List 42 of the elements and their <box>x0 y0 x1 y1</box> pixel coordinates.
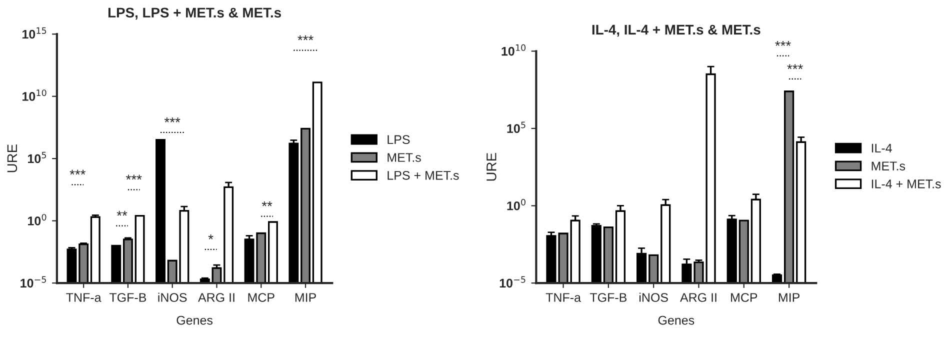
x-tick-label: MIP <box>295 293 316 302</box>
x-tick-label: MCP <box>248 293 274 302</box>
x-tick-label: TGF-B <box>590 293 627 302</box>
x-tick-label: TNF-a <box>66 293 102 302</box>
x-tick-label: ARG II <box>198 293 234 302</box>
legend-label: IL-4 + MET.s <box>872 180 941 188</box>
chart-title: LPS, LPS + MET.s & MET.s <box>108 8 281 20</box>
x-tick-label: iNOS <box>158 292 187 302</box>
y-tick-label: 10$^{0}$ <box>28 214 46 226</box>
annotation: *** <box>126 174 142 180</box>
x-tick-label: ARG II <box>680 293 716 302</box>
y-tick-label: 10$^{−5}$ <box>500 276 526 288</box>
legend-label: IL-4 <box>872 144 892 152</box>
x-axis-title: Genes <box>176 316 213 325</box>
y-tick-label: 10$^{0}$ <box>507 198 526 210</box>
legend-label: MET.s <box>872 162 906 170</box>
annotation: ** <box>262 201 272 206</box>
x-tick-label: MCP <box>731 293 758 302</box>
annotation: *** <box>298 35 314 40</box>
y-tick-label: 10$^{−5}$ <box>20 276 46 288</box>
x-tick-label: iNOS <box>639 292 668 302</box>
y-tick-label: 10$^{5}$ <box>28 152 46 164</box>
y-tick-label: 10$^{15}$ <box>22 27 46 39</box>
chart-title: IL-4, IL-4 + MET.s & MET.s <box>592 24 760 37</box>
x-tick-label: MIP <box>778 293 800 302</box>
annotation: * <box>208 234 214 240</box>
annotation: *** <box>70 170 86 175</box>
x-tick-label: TGF-B <box>109 293 146 302</box>
x-axis-title: Genes <box>658 316 694 325</box>
legend-label: LPS <box>388 135 410 144</box>
legend-label: MET.s <box>388 153 421 162</box>
y-tick-label: 10$^{10}$ <box>502 44 526 56</box>
legend-label: LPS + MET.s <box>388 170 459 180</box>
annotation: *** <box>787 64 803 70</box>
annotation: *** <box>164 118 180 122</box>
y-tick-label: 10$^{10}$ <box>22 89 46 101</box>
x-tick-label: TNF-a <box>546 293 581 302</box>
y-tick-label: 10$^{5}$ <box>507 122 526 134</box>
annotation: ** <box>116 210 128 216</box>
y-axis-title: URE <box>486 153 496 181</box>
y-axis-title: URE <box>7 144 18 172</box>
text: *** <box>775 41 791 46</box>
